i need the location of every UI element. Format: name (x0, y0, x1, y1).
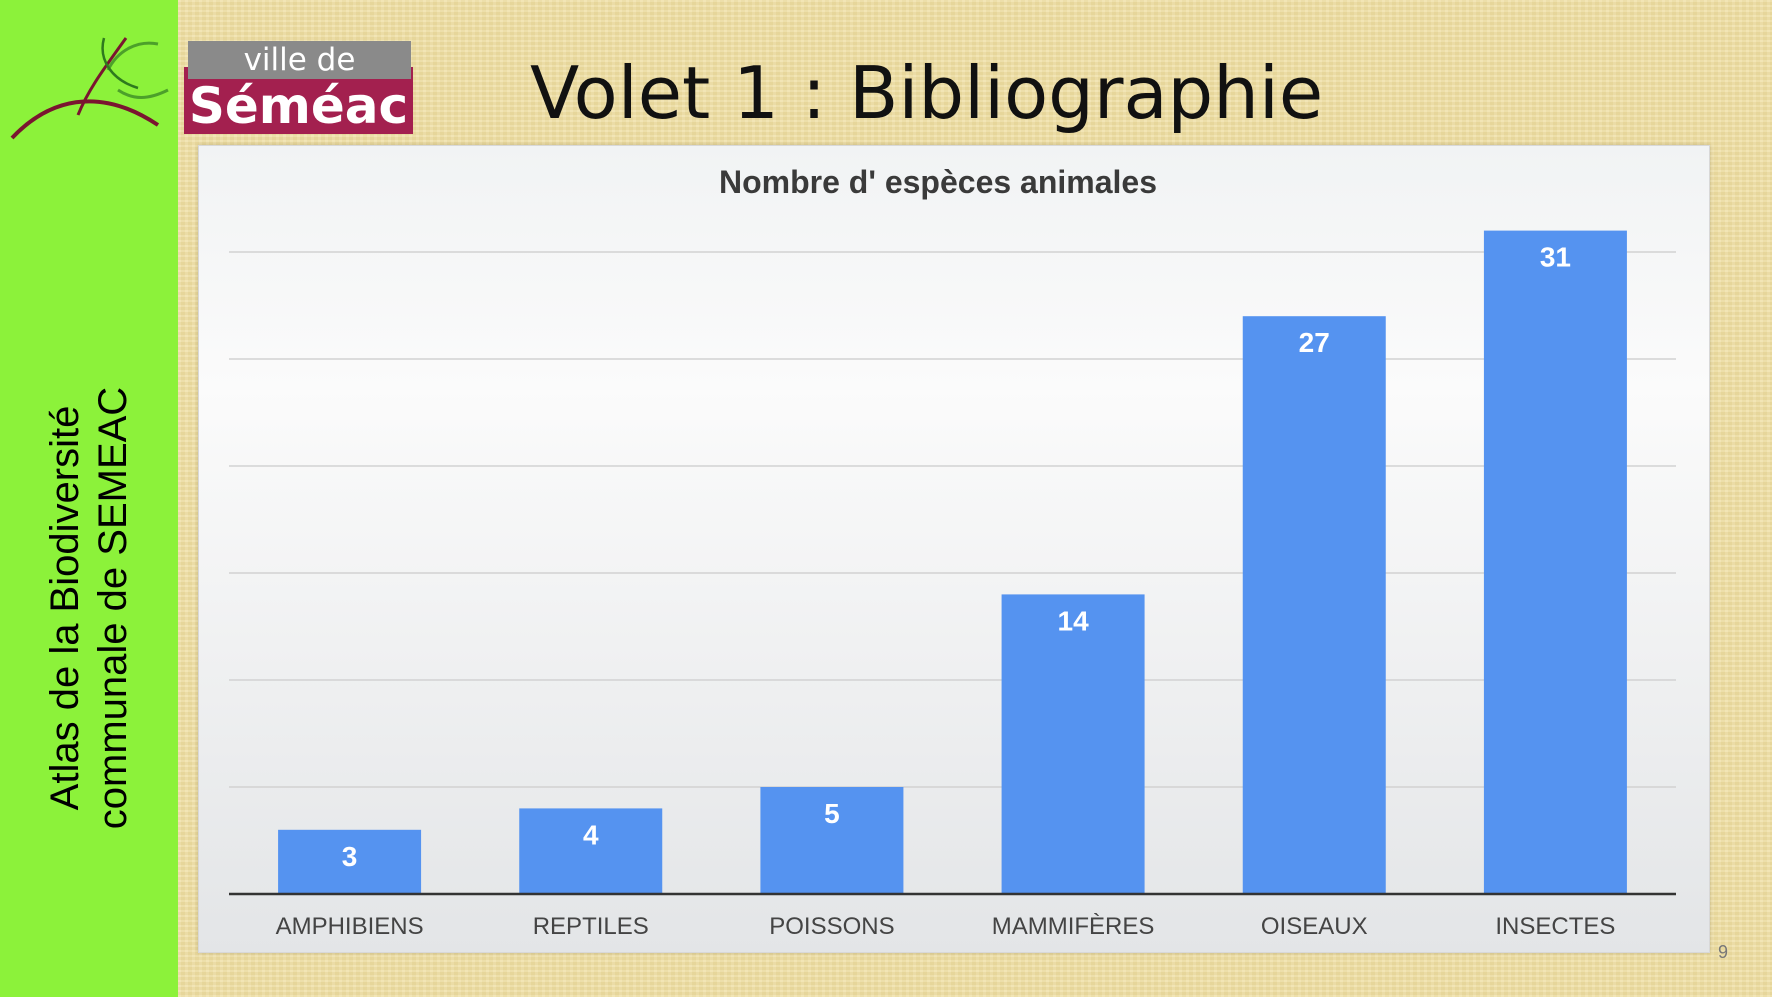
bar-insectes (1483, 230, 1627, 895)
x-tick-label: OISEAUX (1261, 913, 1368, 940)
brand-top-text: ville de (188, 41, 411, 79)
x-tick-label: POISSONS (769, 913, 894, 940)
sidebar: Atlas de la Biodiversité communale de SE… (0, 0, 178, 997)
bar-chart: Nombre d' espèces animales 3 AMPHIBIENS 4 RE… (229, 164, 1676, 940)
sidebar-title-line1: Atlas de la Biodiversité (43, 405, 87, 811)
slide-title: Volet 1 : Bibliographie (530, 51, 1324, 135)
chart-panel: Nombre d' espèces animales 3 AMPHIBIENS 4 RE… (198, 145, 1710, 953)
chart-title: Nombre d' espèces animales (719, 164, 1157, 200)
sidebar-vertical-title: Atlas de la Biodiversité communale de SE… (41, 387, 137, 829)
bar-reptiles (519, 808, 663, 894)
x-tick-label: REPTILES (533, 913, 649, 940)
data-label: 31 (1540, 242, 1571, 273)
ville-de-semeac-logo: ville de Séméac (184, 41, 413, 135)
x-tick-label: MAMMIFÈRES (992, 913, 1155, 940)
data-label: 27 (1299, 327, 1330, 358)
x-tick-label: AMPHIBIENS (276, 913, 424, 940)
swirl-logo-icon (10, 37, 169, 140)
page-number: 9 (1718, 942, 1729, 962)
data-label: 3 (342, 841, 358, 872)
bar-poissons (760, 787, 904, 894)
data-label: 4 (583, 819, 599, 850)
x-tick-label: INSECTES (1495, 913, 1615, 940)
data-label: 5 (824, 798, 840, 829)
bar-oiseaux (1242, 316, 1386, 894)
bar-mammifères (1001, 594, 1145, 894)
sidebar-title-line2: communale de SEMEAC (91, 386, 135, 830)
bar-amphibiens (278, 829, 422, 894)
data-label: 14 (1058, 605, 1090, 636)
